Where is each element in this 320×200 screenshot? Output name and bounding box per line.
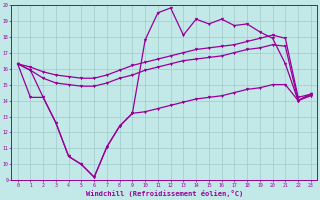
X-axis label: Windchill (Refroidissement éolien,°C): Windchill (Refroidissement éolien,°C) <box>86 190 243 197</box>
